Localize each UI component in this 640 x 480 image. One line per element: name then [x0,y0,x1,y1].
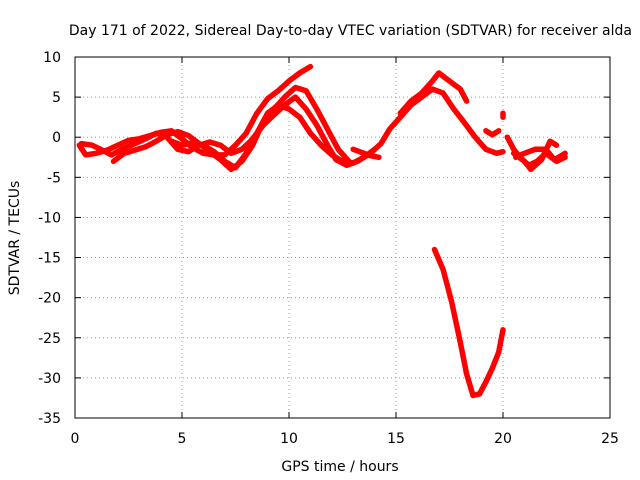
x-tick-label: 20 [494,431,512,447]
series-sat-c [110,84,352,173]
x-tick-label: 5 [178,431,187,447]
series-sat-e [350,146,382,161]
y-tick-label: -30 [38,371,61,387]
x-tick-label: 25 [601,431,619,447]
series-sat-g [431,246,506,399]
y-tick-label: -35 [38,411,61,427]
axes: 0 5 10 15 20 25 10 5 0 -5 -10 -15 -20 -25 -30 -35 [38,50,619,447]
y-tick-label: -15 [38,251,61,267]
y-tick-label: 5 [52,90,61,106]
y-tick-label: 0 [52,130,61,146]
series-sat-b [78,86,506,169]
series-sat-l [510,138,560,173]
plot-frame [74,56,611,419]
series-sat-d [168,102,378,171]
y-tick-label: -10 [38,210,61,226]
series-sat-k [513,146,568,163]
x-axis-label: GPS time / hours [281,459,398,475]
chart-title: Day 171 of 2022, Sidereal Day-to-day VTE… [69,23,632,39]
y-tick-label: 10 [43,50,61,66]
y-tick-label: -20 [38,291,61,307]
y-axis-label: SDTVAR / TECUs [7,181,23,296]
series-sat-h [483,128,502,138]
y-tick-label: -25 [38,331,61,347]
x-tick-label: 15 [387,431,405,447]
grid [75,57,610,418]
x-tick-label: 10 [280,431,298,447]
x-tick-label: 0 [71,431,80,447]
series-sat-f [397,70,470,116]
plot-area [76,63,568,399]
y-tick-label: -5 [47,170,61,186]
